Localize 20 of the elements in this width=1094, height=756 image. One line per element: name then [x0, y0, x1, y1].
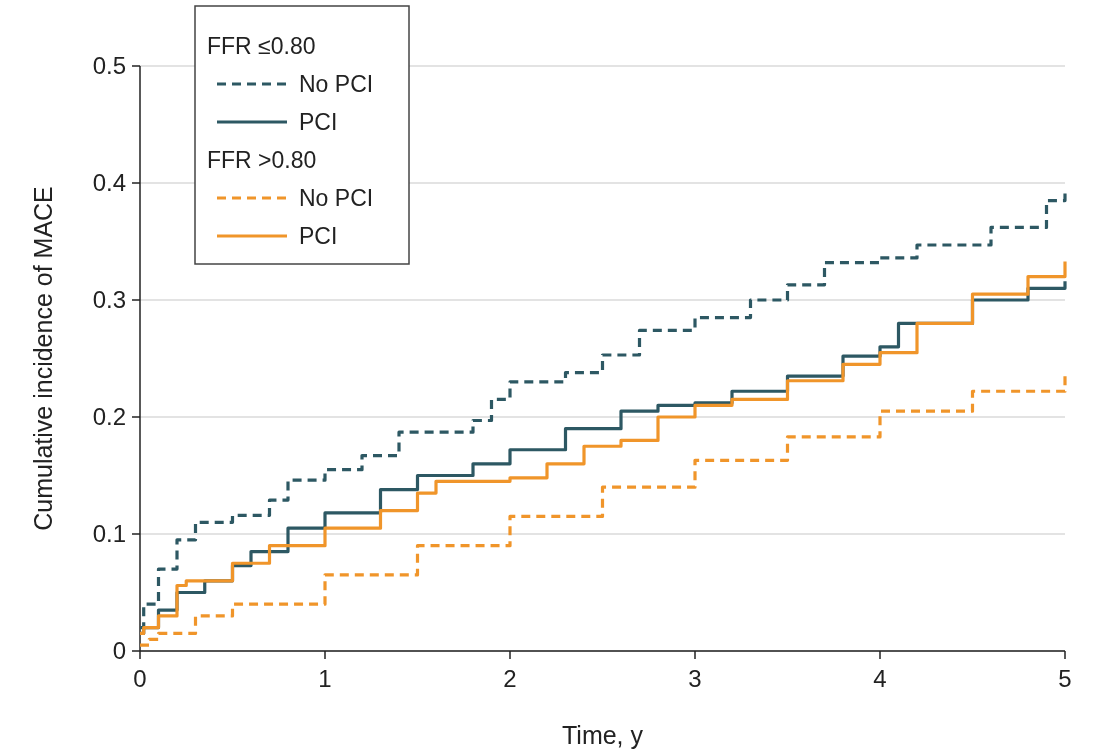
text: FFR ≤0.80 [207, 33, 316, 60]
x-tick-label: 2 [503, 665, 517, 692]
legend-label: No PCI [299, 71, 374, 98]
annotation: FFR >0.80 [207, 147, 317, 174]
x-tick-label: 4 [873, 665, 887, 692]
y-tick-label: 0.3 [92, 286, 126, 314]
y-tick-label: 0 [112, 637, 126, 665]
x-tick-label: 1 [318, 665, 332, 692]
y-tick-label: 0.5 [92, 52, 126, 80]
x-axis-title: Time, y [561, 721, 644, 749]
x-tick-label: 5 [1058, 665, 1072, 692]
x-tick-label: 3 [688, 665, 702, 692]
y-tick-label: 0.2 [92, 403, 126, 431]
x-tick-label: 0 [133, 665, 147, 692]
y-tick-label: 0.4 [92, 169, 126, 197]
y-tick-label: 0.1 [92, 520, 126, 548]
y-axis-title: Cumulative incidence of MACE [29, 186, 57, 531]
legend-label: PCI [299, 109, 338, 136]
legend-label: PCI [299, 223, 338, 250]
legend-label: No PCI [299, 185, 374, 212]
